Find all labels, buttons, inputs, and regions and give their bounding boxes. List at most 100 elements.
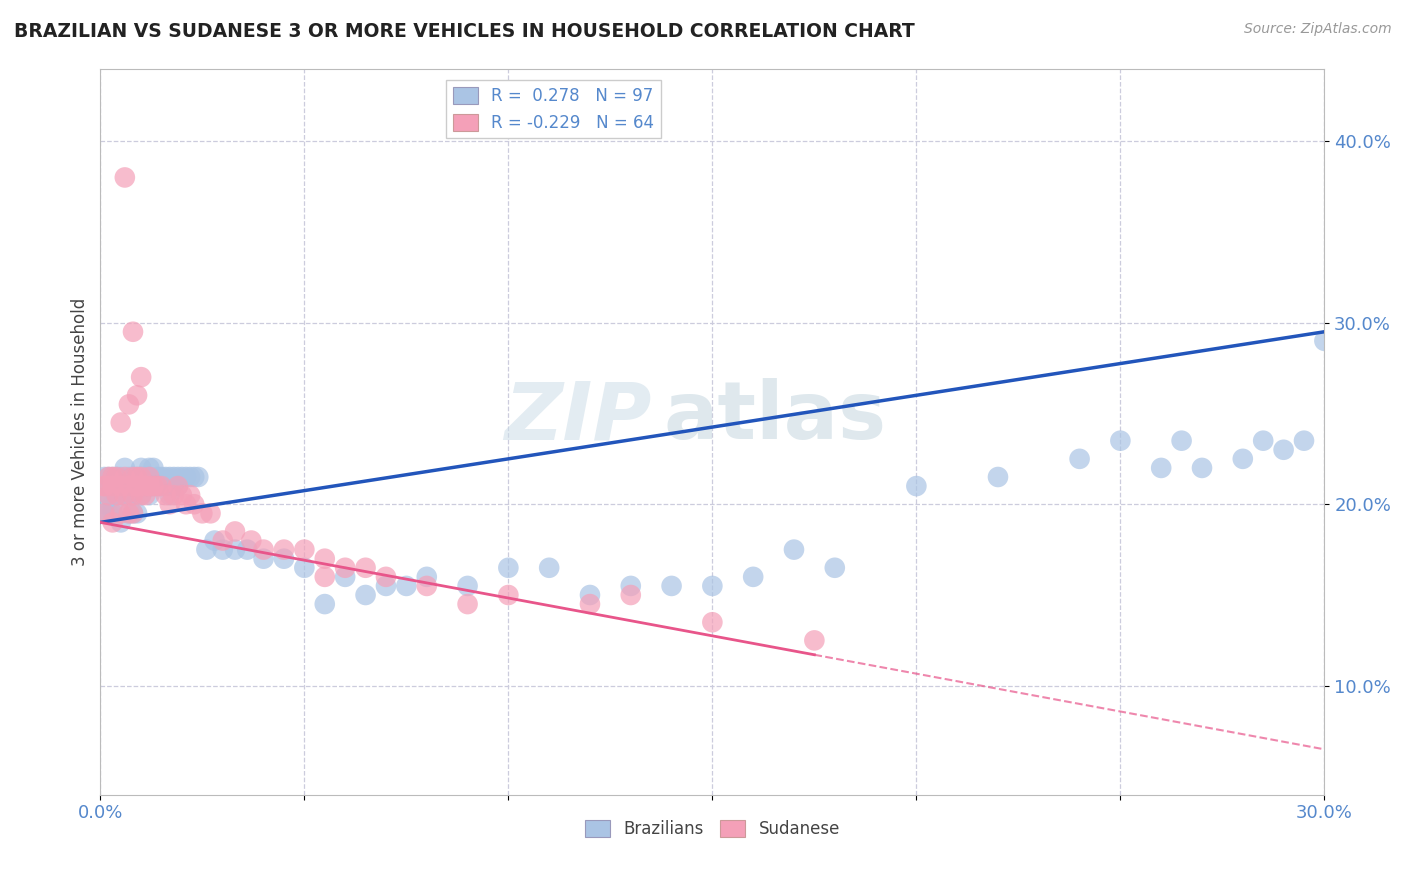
Point [457,579,479,593]
Point [129,470,152,484]
Point [1069,451,1091,466]
Text: ZIP: ZIP [503,378,651,456]
Point [118,479,141,493]
Point [97,488,120,502]
Point [146,470,169,484]
Point [134,470,156,484]
Point [93,497,115,511]
Point [620,579,643,593]
Point [125,470,148,484]
Point [1191,461,1213,475]
Point [292,561,315,575]
Point [538,561,561,575]
Point [354,561,377,575]
Point [204,533,226,548]
Point [118,397,141,411]
Point [163,470,186,484]
Point [129,488,152,502]
Point [118,506,141,520]
Point [138,470,160,484]
Point [1313,334,1336,348]
Point [252,542,274,557]
Point [125,488,148,502]
Point [122,488,145,502]
Point [803,633,825,648]
Point [101,470,124,484]
Point [273,551,295,566]
Point [167,470,190,484]
Point [167,479,190,493]
Point [273,542,295,557]
Point [122,325,145,339]
Point [118,506,141,520]
Point [1292,434,1315,448]
Point [129,470,152,484]
Point [146,479,169,493]
Point [1150,461,1173,475]
Point [579,597,602,611]
Point [138,479,160,493]
Point [129,370,152,384]
Point [122,506,145,520]
Point [125,388,148,402]
Point [375,579,398,593]
Point [240,533,263,548]
Point [333,561,356,575]
Point [97,479,120,493]
Y-axis label: 3 or more Vehicles in Household: 3 or more Vehicles in Household [72,298,89,566]
Point [105,479,128,493]
Text: Source: ZipAtlas.com: Source: ZipAtlas.com [1244,22,1392,37]
Point [150,479,173,493]
Point [142,479,165,493]
Point [498,588,520,602]
Point [134,488,156,502]
Point [183,497,205,511]
Point [97,470,120,484]
Point [224,524,246,539]
Point [620,588,643,602]
Point [134,479,156,493]
Point [224,542,246,557]
Point [142,461,165,475]
Point [138,488,160,502]
Point [93,479,115,493]
Point [122,470,145,484]
Point [183,470,205,484]
Point [122,488,145,502]
Point [129,479,152,493]
Point [105,488,128,502]
Point [101,497,124,511]
Point [416,570,439,584]
Point [1232,451,1254,466]
Point [93,506,115,520]
Point [702,615,724,630]
Text: atlas: atlas [664,378,887,456]
Point [236,542,259,557]
Point [1109,434,1132,448]
Point [125,479,148,493]
Point [416,579,439,593]
Point [579,588,602,602]
Point [395,579,418,593]
Point [155,488,177,502]
Point [824,561,846,575]
Point [101,470,124,484]
Point [110,506,132,520]
Point [702,579,724,593]
Point [101,479,124,493]
Point [200,506,222,520]
Point [661,579,683,593]
Point [125,506,148,520]
Point [138,461,160,475]
Point [105,470,128,484]
Point [118,479,141,493]
Point [122,479,145,493]
Point [211,542,233,557]
Point [129,461,152,475]
Point [155,479,177,493]
Point [114,488,136,502]
Point [159,470,181,484]
Point [105,470,128,484]
Point [114,488,136,502]
Point [118,470,141,484]
